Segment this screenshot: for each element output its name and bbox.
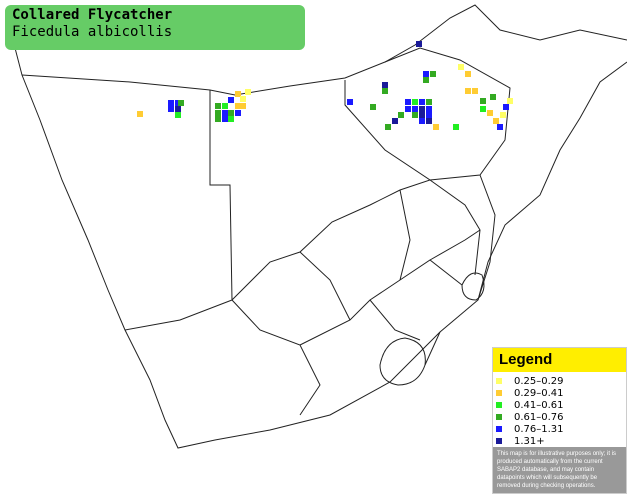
legend-label: 0.25–0.29 bbox=[514, 376, 564, 387]
legend-swatch bbox=[496, 414, 502, 420]
record-cell bbox=[175, 106, 181, 112]
legend: Legend This map is for illustrative purp… bbox=[492, 347, 627, 494]
record-cell bbox=[382, 82, 388, 88]
record-cell bbox=[503, 104, 509, 110]
record-cell bbox=[222, 103, 228, 109]
legend-title: Legend bbox=[493, 348, 626, 372]
record-cell bbox=[370, 104, 376, 110]
record-cell bbox=[480, 106, 486, 112]
record-cell bbox=[412, 99, 418, 105]
record-cell bbox=[405, 106, 411, 112]
record-cell bbox=[453, 124, 459, 130]
namibia-border bbox=[124, 90, 233, 331]
record-cell bbox=[500, 112, 506, 118]
record-cell bbox=[178, 100, 184, 106]
record-cell bbox=[235, 110, 241, 116]
disclaimer: This map is for illustrative purposes on… bbox=[493, 447, 626, 493]
record-cell bbox=[175, 112, 181, 118]
legend-swatch bbox=[496, 402, 502, 408]
subtitle: Ficedula albicollis bbox=[12, 24, 173, 40]
record-cell bbox=[240, 103, 246, 109]
north-border bbox=[21, 4, 627, 96]
records bbox=[137, 41, 513, 130]
record-cell bbox=[405, 99, 411, 105]
record-cell bbox=[168, 100, 174, 106]
record-cell bbox=[347, 99, 353, 105]
record-cell bbox=[412, 106, 418, 112]
record-cell bbox=[493, 118, 499, 124]
record-cell bbox=[419, 99, 425, 105]
legend-entry: 1.31+ bbox=[496, 436, 545, 448]
record-cell bbox=[235, 103, 241, 109]
record-cell bbox=[458, 64, 464, 70]
legend-entry: 0.29–0.41 bbox=[496, 388, 564, 400]
legend-label: 1.31+ bbox=[514, 436, 545, 447]
record-cell bbox=[137, 111, 143, 117]
legend-label: 0.41–0.61 bbox=[514, 400, 564, 411]
lesotho bbox=[379, 337, 426, 386]
record-cell bbox=[215, 110, 221, 116]
record-cell bbox=[385, 124, 391, 130]
legend-swatch bbox=[496, 378, 502, 384]
record-cell bbox=[228, 116, 234, 122]
legend-label: 0.29–0.41 bbox=[514, 388, 564, 399]
legend-swatch bbox=[496, 438, 502, 444]
record-cell bbox=[472, 88, 478, 94]
legend-entry: 0.41–0.61 bbox=[496, 400, 564, 412]
legend-entry: 0.61–0.76 bbox=[496, 412, 564, 424]
record-cell bbox=[423, 71, 429, 77]
record-cell bbox=[419, 106, 425, 112]
record-cell bbox=[465, 88, 471, 94]
record-cell bbox=[480, 98, 486, 104]
legend-entry: 0.76–1.31 bbox=[496, 424, 564, 436]
record-cell bbox=[430, 71, 436, 77]
title-box: Collared Flycatcher Ficedula albicollis bbox=[5, 5, 305, 50]
record-cell bbox=[433, 124, 439, 130]
mozambique-border bbox=[429, 174, 496, 301]
record-cell bbox=[426, 99, 432, 105]
legend-swatch bbox=[496, 426, 502, 432]
borders bbox=[14, 4, 627, 449]
record-cell bbox=[419, 112, 425, 118]
legend-label: 0.76–1.31 bbox=[514, 424, 564, 435]
record-cell bbox=[168, 106, 174, 112]
record-cell bbox=[245, 89, 251, 95]
record-cell bbox=[416, 41, 422, 47]
legend-entry: 0.25–0.29 bbox=[496, 376, 564, 388]
record-cell bbox=[419, 118, 425, 124]
eswatini bbox=[461, 272, 485, 301]
record-cell bbox=[392, 118, 398, 124]
botswana-border bbox=[231, 80, 432, 301]
record-cell bbox=[426, 106, 432, 112]
record-cell bbox=[507, 98, 513, 104]
record-cell bbox=[490, 94, 496, 100]
record-cell bbox=[398, 112, 404, 118]
record-cell bbox=[215, 116, 221, 122]
record-cell bbox=[228, 97, 234, 103]
record-cell bbox=[487, 110, 493, 116]
record-cell bbox=[382, 88, 388, 94]
record-cell bbox=[222, 116, 228, 122]
record-cell bbox=[240, 96, 246, 102]
record-cell bbox=[426, 118, 432, 124]
record-cell bbox=[228, 110, 234, 116]
record-cell bbox=[426, 112, 432, 118]
record-cell bbox=[497, 124, 503, 130]
record-cell bbox=[423, 77, 429, 83]
legend-label: 0.61–0.76 bbox=[514, 412, 564, 423]
record-cell bbox=[215, 103, 221, 109]
record-cell bbox=[465, 71, 471, 77]
coastline bbox=[14, 47, 627, 449]
legend-swatch bbox=[496, 390, 502, 396]
record-cell bbox=[235, 91, 241, 97]
title: Collared Flycatcher bbox=[12, 7, 173, 23]
record-cell bbox=[222, 110, 228, 116]
record-cell bbox=[412, 112, 418, 118]
province-lines bbox=[231, 189, 481, 416]
